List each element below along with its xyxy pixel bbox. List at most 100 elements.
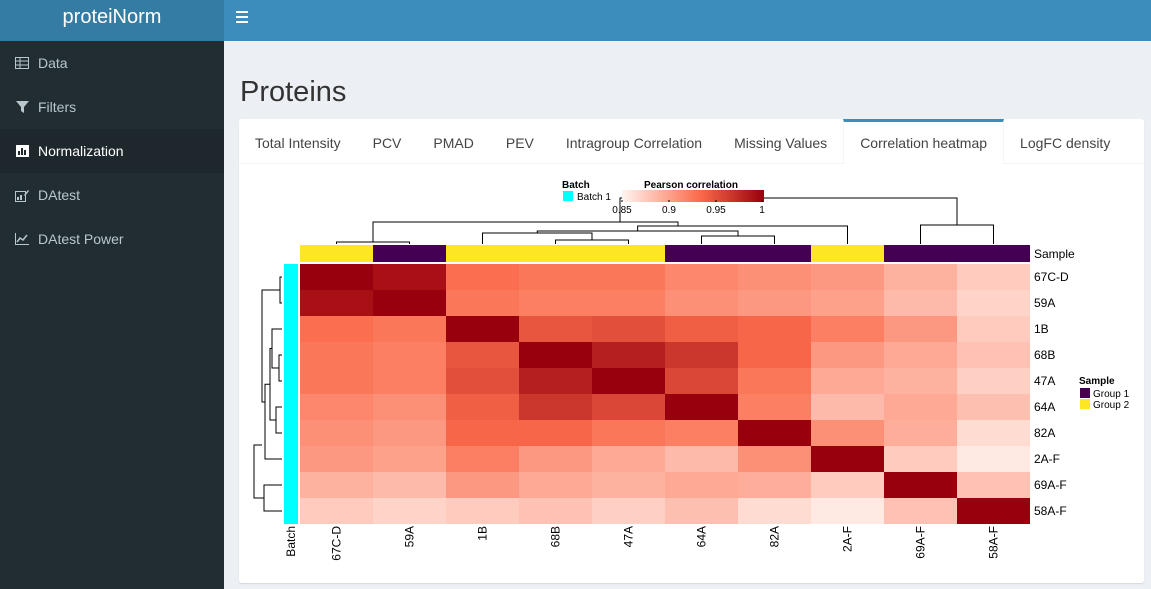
sidebar-item-normalization[interactable]: Normalization <box>0 129 224 173</box>
sidebar-item-label: DAtest <box>38 187 81 203</box>
group2-legend-label: Group 2 <box>1093 400 1130 411</box>
heatmap-cell <box>884 446 957 472</box>
column-label: 2A-F <box>841 526 855 552</box>
correlation-tick-label: 0.95 <box>706 205 726 216</box>
heatmap-cell <box>519 264 592 290</box>
column-label: 58A-F <box>987 526 1001 559</box>
tab-pcv[interactable]: PCV <box>372 135 402 151</box>
batch-annotation-cell <box>284 472 298 498</box>
bar-chart-icon <box>15 144 29 158</box>
table-icon <box>15 56 29 70</box>
heatmap-cell <box>592 498 665 524</box>
sample-annotation-cell <box>811 245 884 262</box>
row-dendrogram-branch <box>278 354 282 382</box>
row-label: 2A-F <box>1034 452 1060 466</box>
sidebar-item-data[interactable]: Data <box>0 41 224 85</box>
row-label: 64A <box>1034 400 1055 414</box>
heatmap-cell <box>300 498 373 524</box>
heatmap-cell <box>592 342 665 368</box>
heatmap-cell <box>884 472 957 498</box>
batch-annotation-cell <box>284 446 298 472</box>
sample-annotation-cell <box>446 245 519 262</box>
heatmap-cell <box>592 290 665 316</box>
sample-annotation-cell <box>665 245 738 262</box>
heatmap-cell <box>446 472 519 498</box>
column-dendrogram-branch <box>637 225 848 244</box>
sidebar: Data Filters Normalization DAtest DAtest… <box>0 41 224 589</box>
heatmap-cell <box>884 394 957 420</box>
group1-legend-label: Group 1 <box>1093 389 1130 400</box>
row-dendrogram-branch <box>271 328 282 369</box>
heatmap-cell <box>373 446 446 472</box>
sidebar-item-datest[interactable]: DAtest <box>0 173 224 217</box>
heatmap-cell <box>738 316 811 342</box>
heatmap-cell <box>665 368 738 394</box>
heatmap-cell <box>811 290 884 316</box>
heatmap-cell <box>884 368 957 394</box>
group1-legend-swatch <box>1080 388 1090 398</box>
heatmap-cell <box>957 368 1030 394</box>
tab-logfc-density[interactable]: LogFC density <box>1020 135 1111 151</box>
row-label: 1B <box>1034 322 1049 336</box>
tab-correlation-heatmap[interactable]: Correlation heatmap <box>843 119 1005 164</box>
tab-pev[interactable]: PEV <box>505 135 534 151</box>
column-dendrogram-branch <box>555 239 629 244</box>
heatmap-cell <box>811 420 884 446</box>
heatmap-cell <box>738 420 811 446</box>
heatmap-cell <box>373 316 446 342</box>
heatmap-cell <box>519 342 592 368</box>
heatmap-cell <box>519 290 592 316</box>
heatmap-cell <box>519 472 592 498</box>
column-label: 59A <box>403 526 417 547</box>
column-label: 69A-F <box>914 526 928 559</box>
heatmap-cell <box>957 420 1030 446</box>
heatmap-cell <box>957 342 1030 368</box>
heatmap-cell <box>884 342 957 368</box>
heatmap-cell <box>373 420 446 446</box>
heatmap-cell <box>592 264 665 290</box>
heatmap-cell <box>373 290 446 316</box>
batch-annotation-cell <box>284 316 298 342</box>
correlation-tick-label: 0.9 <box>662 205 676 216</box>
sample-annotation-cell <box>957 245 1030 262</box>
heatmap-cell <box>884 264 957 290</box>
heatmap-cell <box>738 446 811 472</box>
heatmap-cell <box>665 472 738 498</box>
sidebar-item-datest-power[interactable]: DAtest Power <box>0 217 224 261</box>
heatmap-cell <box>300 316 373 342</box>
heatmap-cell <box>373 394 446 420</box>
heatmap-cell <box>446 420 519 446</box>
heatmap-cell <box>592 472 665 498</box>
tab-total-intensity[interactable]: Total Intensity <box>255 135 341 151</box>
sidebar-item-label: DAtest Power <box>38 231 124 247</box>
column-dendrogram-branch <box>372 221 679 242</box>
heatmap-cell <box>300 446 373 472</box>
app-logo[interactable]: proteiNorm <box>0 0 224 41</box>
column-dendrogram-branch <box>701 235 775 244</box>
heatmap-cell <box>300 472 373 498</box>
top-navbar <box>224 0 1151 41</box>
heatmap-cell <box>811 368 884 394</box>
heatmap-cell <box>811 316 884 342</box>
heatmap-cell <box>373 264 446 290</box>
tab-intragroup-correlation[interactable]: Intragroup Correlation <box>565 135 703 151</box>
heatmap-cell <box>665 264 738 290</box>
batch-annotation-cell <box>284 290 298 316</box>
tab-pmad[interactable]: PMAD <box>433 135 474 151</box>
heatmap-cell <box>665 394 738 420</box>
heatmap-cell <box>300 368 373 394</box>
heatmap-cell <box>665 498 738 524</box>
sidebar-item-filters[interactable]: Filters <box>0 85 224 129</box>
column-label: 67C-D <box>330 526 344 561</box>
heatmap-cell <box>665 420 738 446</box>
sidebar-item-label: Data <box>38 55 68 71</box>
tab-missing-values[interactable]: Missing Values <box>734 135 828 151</box>
sidebar-item-label: Filters <box>38 99 77 115</box>
sidebar-toggle-icon[interactable] <box>236 8 254 28</box>
sample-annotation-cell <box>519 245 592 262</box>
column-dendrogram-branch <box>482 232 593 244</box>
row-label: 67C-D <box>1034 270 1069 284</box>
filter-icon <box>15 100 29 114</box>
column-label: 1B <box>476 526 490 541</box>
batch-annotation-cell <box>284 498 298 524</box>
